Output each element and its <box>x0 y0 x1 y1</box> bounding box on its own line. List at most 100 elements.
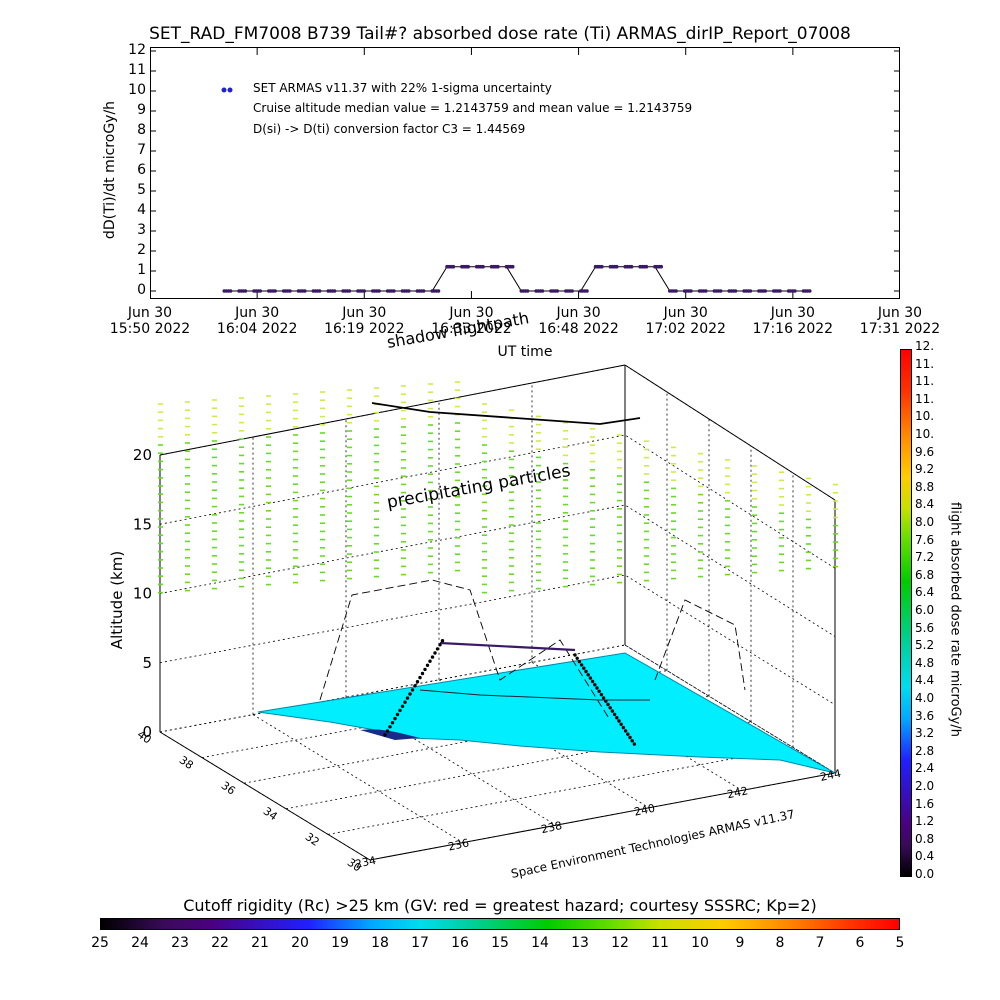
data-point <box>466 264 470 269</box>
high-rigidity-patch <box>360 729 420 740</box>
data-point <box>228 289 233 293</box>
y-tick-label: 3 <box>137 222 146 238</box>
rigidity-colorbar-tick: 24 <box>131 935 149 951</box>
wall-grid-line <box>159 504 836 637</box>
data-point <box>451 264 456 269</box>
track-dot <box>398 708 402 713</box>
rigidity-colorbar-tick: 10 <box>691 935 709 951</box>
track-dot <box>606 702 610 707</box>
rigidity-colorbar <box>100 918 900 930</box>
legend-conversion-text: D(si) -> D(ti) conversion factor C3 = 1.… <box>253 122 526 136</box>
dose-colorbar-tick: 2.4 <box>915 761 935 776</box>
dose-rate-colorbar <box>900 349 912 877</box>
dose-colorbar-tick: 6.4 <box>915 585 935 600</box>
data-point <box>540 289 545 293</box>
rigidity-colorbar-tick: 18 <box>371 935 389 951</box>
x-tick-date: Jun 30 <box>770 305 815 321</box>
track-dot <box>408 692 412 696</box>
dose-colorbar-tick: 2.0 <box>915 779 935 793</box>
data-point <box>689 289 693 293</box>
rigidity-colorbar-tick: 23 <box>171 935 189 951</box>
dose-colorbar-tick: 1.6 <box>915 796 935 811</box>
dose-colorbar-tick: 9.2 <box>915 462 935 477</box>
track-dot <box>579 663 584 667</box>
y-tick-label: 6 <box>137 162 146 178</box>
dose-colorbar-tick: 4.8 <box>915 655 935 670</box>
dose-colorbar-tick: 5.2 <box>915 638 935 653</box>
x-tick-label: Jun 30 17:02 2022 <box>631 305 741 337</box>
track-dot <box>630 739 634 743</box>
x-tick-label: Jun 30 16:04 2022 <box>202 305 312 337</box>
x-tick-time: 17:02 2022 <box>645 321 726 337</box>
latitude-tick-label: 38 <box>177 753 196 772</box>
dose-colorbar-tick: 10. <box>915 409 935 424</box>
y-tick-label: 5 <box>137 182 146 198</box>
x-tick-time: 17:16 2022 <box>752 321 834 337</box>
dose-colorbar-tick: 3.6 <box>915 708 935 723</box>
altitude-tick-label: 20 <box>133 446 152 464</box>
y-tick-label: 1 <box>137 262 146 278</box>
track-dot <box>626 732 630 736</box>
rigidity-colorbar-tick: 15 <box>491 935 509 951</box>
track-dot <box>418 675 422 680</box>
ground-track-dots <box>383 639 637 746</box>
dose-colorbar-tick: 9.6 <box>915 444 935 459</box>
x-tick-date: Jun 30 <box>342 305 387 321</box>
y-tick-label: 8 <box>137 122 146 138</box>
data-point <box>525 289 530 293</box>
data-point <box>496 264 500 269</box>
precipitating-particles <box>158 381 838 594</box>
rigidity-colorbar-tick: 14 <box>531 935 549 951</box>
floor-grid-line <box>252 714 464 843</box>
track-dot <box>601 696 606 700</box>
track-dot <box>388 725 392 729</box>
y-tick-label: 11 <box>128 62 146 78</box>
data-point <box>362 289 367 293</box>
y-tick-label: 9 <box>137 102 146 118</box>
credit-label: Space Environment Technologies ARMAS v11… <box>510 807 796 881</box>
longitude-tick-label: 244 <box>819 767 842 784</box>
longitude-tick-label: 242 <box>726 784 749 801</box>
data-point <box>570 289 574 293</box>
dose-colorbar-tick: 11. <box>915 374 935 389</box>
track-dot <box>440 639 445 643</box>
track-dot <box>390 721 395 725</box>
data-point <box>555 289 560 293</box>
x-tick-time: 17:31 2022 <box>859 321 941 337</box>
frame-edge <box>624 364 836 501</box>
dose-rate-plot <box>150 47 900 299</box>
track-dot <box>438 643 442 647</box>
latitude-tick-label: 36 <box>219 779 238 798</box>
data-point <box>243 289 248 293</box>
data-point <box>585 289 589 293</box>
track-dot <box>628 735 632 740</box>
longitude-tick-label: 234 <box>354 854 377 871</box>
track-dot <box>403 700 407 704</box>
data-point <box>436 289 441 293</box>
track-dot <box>428 659 432 663</box>
track-dot <box>400 704 405 708</box>
track-dot <box>395 712 400 717</box>
track-dot <box>595 686 599 690</box>
x-tick-label: Jun 30 16:19 2022 <box>309 305 419 337</box>
y-tick-label: 0 <box>137 282 146 298</box>
data-point <box>659 264 664 269</box>
data-point <box>614 264 619 269</box>
track-dot <box>621 725 626 730</box>
data-point <box>332 289 337 293</box>
track-dot <box>610 709 615 713</box>
dose-colorbar-tick: 8.4 <box>915 497 935 512</box>
rigidity-surface <box>257 652 836 774</box>
dose-colorbar-tick: 11. <box>915 391 935 406</box>
data-point <box>807 289 812 293</box>
data-point <box>510 264 515 269</box>
legend-marker <box>221 87 233 93</box>
track-dot <box>420 671 425 676</box>
x-tick-time: 16:33 2022 <box>431 321 512 337</box>
track-dot <box>393 716 397 721</box>
frame-edge <box>369 772 836 861</box>
track-dot <box>617 719 621 723</box>
data-point <box>718 289 723 293</box>
